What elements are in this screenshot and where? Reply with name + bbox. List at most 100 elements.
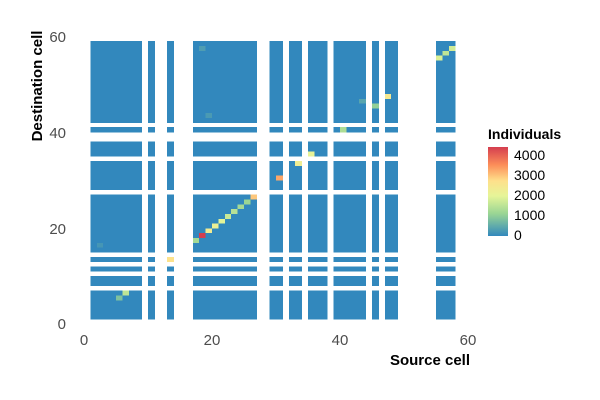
heatmap-cell: [90, 117, 98, 123]
heatmap-cell: [314, 304, 322, 310]
heatmap-cell: [103, 98, 110, 104]
heatmap-cell: [96, 223, 104, 229]
heatmap-cell: [352, 55, 360, 61]
heatmap-cell: [250, 180, 258, 186]
heatmap-cell: [199, 64, 206, 70]
heatmap-cell: [109, 208, 117, 214]
heatmap-cell: [352, 93, 360, 99]
heatmap-cell: [320, 175, 328, 181]
heatmap-cell: [192, 199, 200, 205]
heatmap-cell: [308, 237, 315, 243]
heatmap-cell: [244, 213, 251, 219]
heatmap-cell: [372, 117, 379, 123]
heatmap-cell: [448, 103, 456, 109]
heatmap-cell: [231, 256, 238, 262]
heatmap-cell: [192, 127, 200, 133]
heatmap-cell: [295, 223, 302, 229]
heatmap-cell: [346, 290, 354, 296]
heatmap-cell: [90, 194, 98, 200]
heatmap-cell: [128, 40, 136, 46]
heatmap-cell: [128, 276, 136, 282]
heatmap-cell: [384, 208, 392, 214]
heatmap-cell-highlight: [384, 93, 392, 99]
heatmap-cell: [103, 266, 110, 272]
heatmap-cell: [442, 151, 450, 157]
heatmap-cell: [244, 55, 251, 61]
heatmap-cell: [231, 237, 238, 243]
heatmap-cell: [340, 45, 347, 51]
heatmap-cell: [122, 309, 130, 315]
heatmap-cell: [199, 237, 206, 243]
heatmap-cell: [442, 204, 450, 210]
heatmap-cell: [128, 314, 136, 320]
heatmap-cell: [391, 237, 398, 243]
heatmap-cell: [135, 223, 142, 229]
heatmap-cell: [288, 213, 296, 219]
heatmap-cell: [359, 170, 366, 176]
heatmap-cell-highlight: [218, 218, 226, 224]
heatmap-cell: [295, 276, 302, 282]
heatmap-cell: [135, 208, 142, 214]
heatmap-cell: [320, 74, 328, 80]
heatmap-cell: [103, 45, 110, 51]
heatmap-cell: [205, 108, 213, 114]
heatmap-cell: [103, 60, 110, 66]
heatmap-cell: [122, 79, 130, 85]
heatmap-cell: [436, 314, 443, 320]
heatmap-cell: [359, 199, 366, 205]
heatmap-cell: [192, 146, 200, 152]
heatmap-cell: [135, 55, 142, 61]
heatmap-cell: [148, 199, 155, 205]
heatmap-cell: [205, 208, 213, 214]
heatmap-cell: [320, 213, 328, 219]
heatmap-cell: [103, 204, 110, 210]
heatmap-cell: [218, 160, 226, 166]
heatmap-cell: [359, 108, 366, 114]
heatmap-cell: [372, 55, 379, 61]
heatmap-cell: [352, 237, 360, 243]
heatmap-cell: [314, 280, 322, 286]
heatmap-cell: [346, 247, 354, 253]
heatmap-cell: [442, 276, 450, 282]
heatmap-cell: [333, 180, 341, 186]
heatmap-cell: [333, 194, 341, 200]
heatmap-cell: [218, 228, 226, 234]
heatmap-cell: [276, 84, 283, 90]
heatmap-cell: [218, 50, 226, 56]
heatmap-cell: [237, 218, 245, 224]
heatmap-cell: [109, 314, 117, 320]
heatmap-cell: [333, 146, 341, 152]
heatmap-cell: [448, 300, 456, 306]
heatmap-cell: [308, 74, 315, 80]
heatmap-cell: [250, 199, 258, 205]
heatmap-cell: [103, 256, 110, 262]
heatmap-cell: [269, 103, 277, 109]
heatmap-cell: [314, 232, 322, 238]
heatmap-cell: [250, 242, 258, 248]
heatmap-cell: [352, 218, 360, 224]
heatmap-cell: [352, 232, 360, 238]
heatmap-cell: [436, 199, 443, 205]
heatmap-cell: [295, 199, 302, 205]
heatmap-cell: [148, 237, 155, 243]
heatmap-cell: [269, 276, 277, 282]
heatmap-cell: [109, 55, 117, 61]
heatmap-cell: [333, 117, 341, 123]
heatmap-cell: [199, 88, 206, 94]
heatmap-cell: [340, 199, 347, 205]
heatmap-cell: [167, 151, 174, 157]
heatmap-cell: [448, 50, 456, 56]
heatmap-cell: [109, 237, 117, 243]
heatmap-cell: [288, 40, 296, 46]
heatmap-cell: [288, 74, 296, 80]
heatmap-cell: [205, 60, 213, 66]
heatmap-cell: [359, 237, 366, 243]
heatmap-cell: [359, 141, 366, 147]
heatmap-cell: [103, 290, 110, 296]
heatmap-cell: [359, 55, 366, 61]
heatmap-cell: [205, 84, 213, 90]
heatmap-cell: [333, 314, 341, 320]
heatmap-cell: [135, 276, 142, 282]
heatmap-cell: [224, 295, 232, 301]
heatmap-cell: [218, 295, 226, 301]
